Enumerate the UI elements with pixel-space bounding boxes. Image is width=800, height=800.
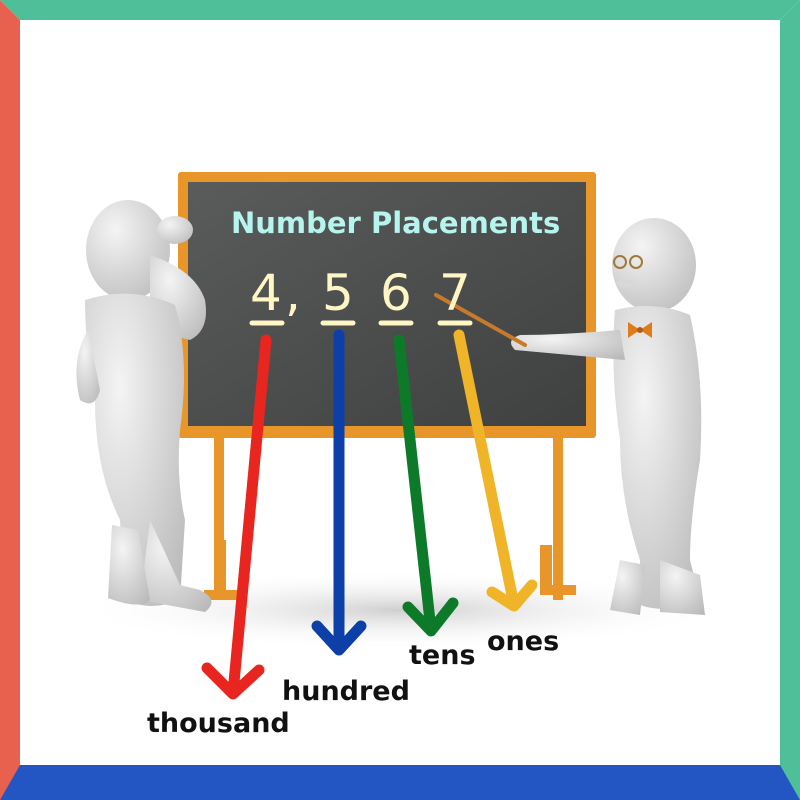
pointer-stick (434, 293, 527, 347)
place-value-arrows (201, 329, 538, 700)
teacher-figure (511, 218, 705, 615)
easel (204, 430, 576, 600)
digit-ones: 7 (439, 264, 471, 322)
label-ones: ones (487, 626, 560, 657)
frame-right-border (780, 0, 800, 800)
tens-arrow (393, 334, 459, 637)
digit-hundreds: 5 (322, 264, 354, 322)
bow-tie-icon (628, 322, 652, 338)
confused-student-figure (76, 200, 212, 612)
chalkboard (188, 182, 586, 426)
label-thousand: thousand (147, 708, 290, 739)
mustache-icon (616, 279, 635, 288)
frame-left-border (0, 0, 20, 800)
hundred-arrow (311, 329, 367, 656)
frame-top-border (0, 0, 800, 20)
ones-arrow (453, 329, 538, 612)
digit-tens: 6 (380, 264, 412, 322)
frame-bottom-border (0, 765, 800, 800)
teacher-glasses-icon (613, 255, 643, 269)
digit-thousands: 4 (250, 264, 282, 322)
label-hundred: hundred (282, 676, 410, 707)
digit-comma: , (285, 264, 301, 322)
chalkboard-title: Number Placements (231, 206, 561, 240)
thousand-arrow (201, 334, 272, 700)
label-tens: tens (409, 640, 476, 671)
